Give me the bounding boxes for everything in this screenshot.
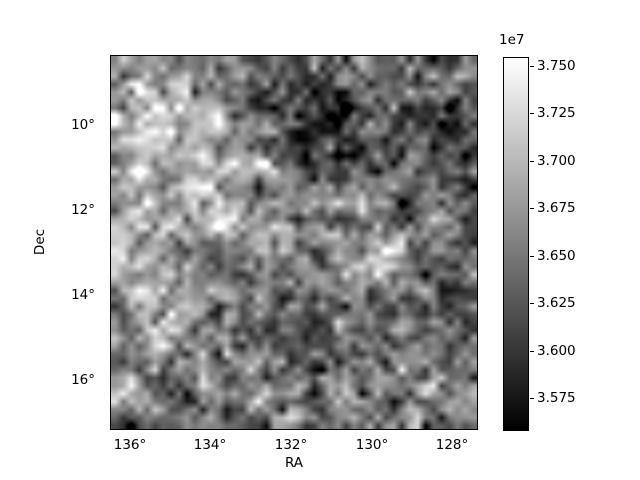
colorbar	[503, 57, 529, 431]
x-tick-mark	[211, 429, 212, 430]
x-tick-label: 128°	[435, 437, 469, 453]
y-tick-label: 10°	[71, 117, 95, 133]
x-tick-mark	[292, 429, 293, 430]
colorbar-tick-label: 3.600	[537, 343, 576, 359]
x-tick-label: 134°	[193, 437, 227, 453]
x-axis-label: RA	[284, 455, 304, 471]
y-tick-label: 14°	[71, 287, 95, 303]
x-tick-mark	[131, 429, 132, 430]
y-tick-label: 12°	[71, 202, 95, 218]
colorbar-tick-label: 3.625	[537, 295, 576, 311]
x-tick-mark	[373, 429, 374, 430]
colorbar-tick-mark	[530, 398, 534, 400]
colorbar-tick-label: 3.675	[537, 200, 576, 216]
colorbar-tick-mark	[530, 351, 534, 353]
y-axis-label: Dec	[32, 228, 48, 256]
x-tick-mark	[453, 429, 454, 430]
colorbar-offset-text: 1e7	[499, 32, 525, 48]
colorbar-tick-mark	[530, 303, 534, 305]
y-tick-mark	[110, 211, 111, 212]
y-tick-mark	[110, 126, 111, 127]
colorbar-tick-mark	[530, 256, 534, 258]
colorbar-tick-label: 3.575	[537, 390, 576, 406]
y-tick-mark	[110, 381, 111, 382]
y-tick-label: 16°	[71, 372, 95, 388]
x-tick-label: 130°	[355, 437, 389, 453]
colorbar-tick-label: 3.750	[537, 58, 576, 74]
colorbar-tick-mark	[530, 113, 534, 115]
colorbar-tick-label: 3.725	[537, 105, 576, 121]
colorbar-tick-mark	[530, 208, 534, 210]
colorbar-tick-label: 3.650	[537, 248, 576, 264]
x-tick-label: 132°	[274, 437, 308, 453]
colorbar-tick-mark	[530, 161, 534, 163]
colorbar-tick-label: 3.700	[537, 153, 576, 169]
y-tick-mark	[110, 296, 111, 297]
colorbar-tick-mark	[530, 66, 534, 68]
x-tick-label: 136°	[113, 437, 147, 453]
sky-map-axes	[110, 55, 478, 430]
heatmap-image	[111, 56, 477, 429]
